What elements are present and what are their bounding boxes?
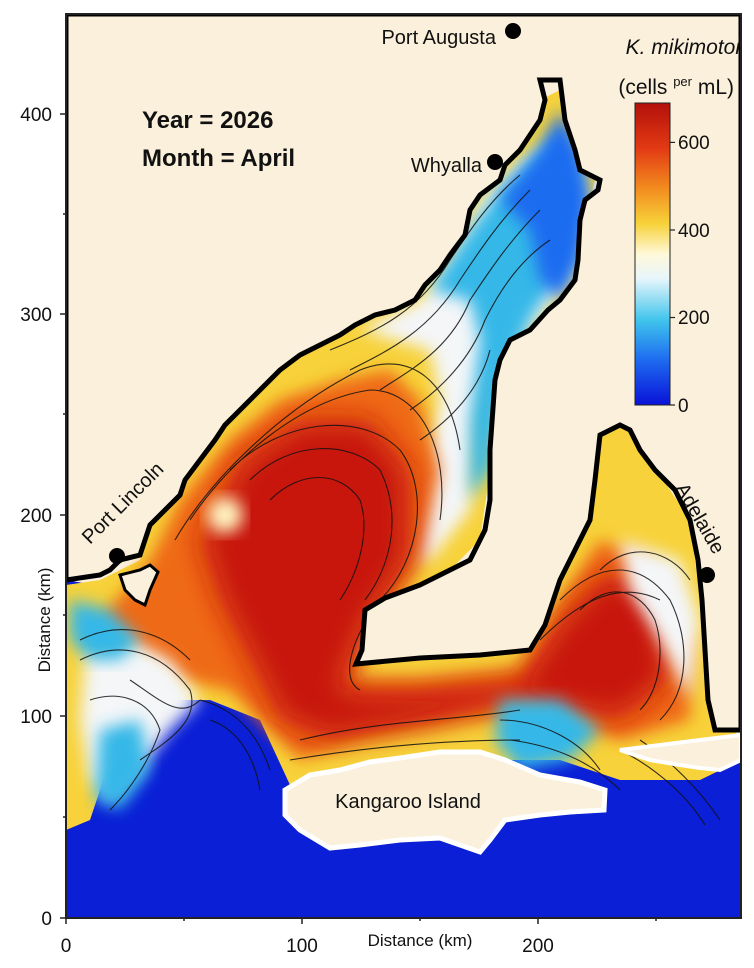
y-tick-label: 400 <box>20 105 52 126</box>
colorbar-tick-label: 200 <box>678 308 710 329</box>
colorbar-ticks <box>670 141 675 406</box>
place-label: Port Augusta <box>381 27 496 49</box>
colorbar-gradient <box>634 102 671 406</box>
colorbar-species: K. mikimotoi <box>626 36 742 59</box>
plot-area <box>66 14 741 918</box>
x-tick-label: 100 <box>286 936 318 957</box>
spencer-gulf-water <box>66 90 741 830</box>
y-tick-label: 200 <box>20 506 52 527</box>
kangaroo-island <box>282 749 608 855</box>
colorbar-tick-label: 0 <box>678 396 689 417</box>
colorbar-tick-label: 600 <box>678 133 710 154</box>
place-port-augusta: Port Augusta <box>381 23 521 49</box>
contour-lines <box>79 174 721 826</box>
y-axis <box>60 113 66 919</box>
place-label: Whyalla <box>411 155 483 177</box>
y-tick-label: 100 <box>20 707 52 728</box>
colorbar-unit: (cells per mL) <box>618 74 734 99</box>
fleurieu-peninsula <box>619 732 741 773</box>
location-marker-icon <box>109 548 125 564</box>
y-tick-label: 0 <box>41 909 52 930</box>
x-axis <box>65 918 657 924</box>
month-annotation: Month = April <box>142 145 295 172</box>
y-tick-label: 300 <box>20 305 52 326</box>
year-annotation: Year = 2026 <box>142 107 273 134</box>
eyre-peninsula-land <box>66 14 741 733</box>
place-whyalla: Whyalla <box>411 154 503 177</box>
x-axis-title: Distance (km) <box>368 931 473 950</box>
y-axis-title: Distance (km) <box>35 568 54 673</box>
location-marker-icon <box>487 154 503 170</box>
x-tick-label: 0 <box>61 936 72 957</box>
location-marker-icon <box>505 23 521 39</box>
plot-frame <box>65 13 742 919</box>
kangaroo-island-label: Kangaroo Island <box>335 791 481 813</box>
x-tick-label: 200 <box>522 936 554 957</box>
port-lincoln-inlet <box>118 563 160 608</box>
location-marker-icon <box>699 567 715 583</box>
colorbar-tick-label: 400 <box>678 221 710 242</box>
colorbar: K. mikimotoi (cells per mL) 0 200 400 60… <box>618 36 741 417</box>
